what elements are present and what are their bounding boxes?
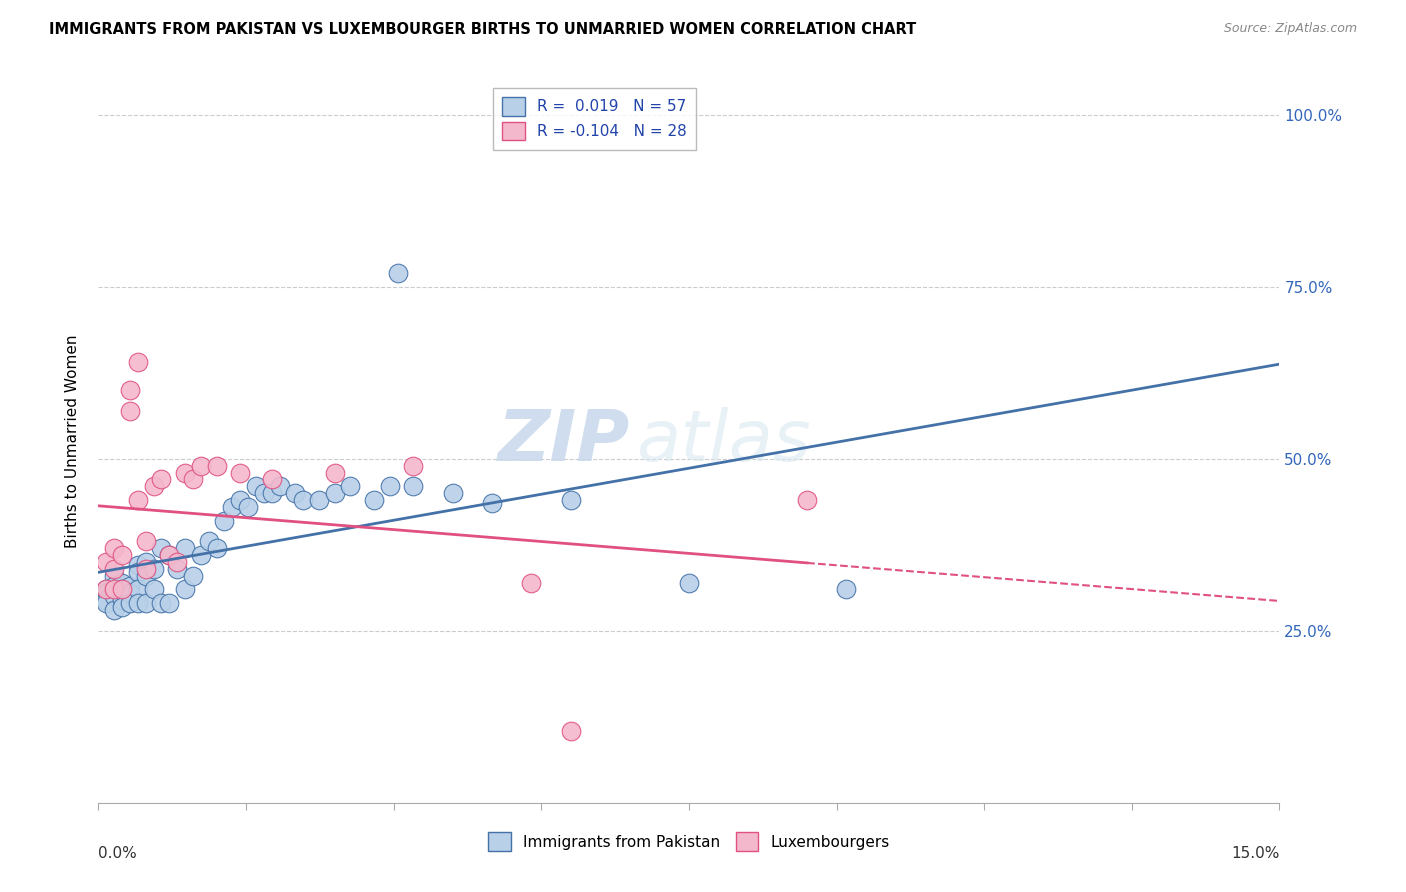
Point xyxy=(135,568,157,582)
Point xyxy=(174,466,197,480)
Point xyxy=(96,596,118,610)
Point xyxy=(174,582,197,597)
Point xyxy=(135,555,157,569)
Point xyxy=(157,548,180,562)
Point xyxy=(127,493,149,508)
Point xyxy=(205,458,228,473)
Point xyxy=(229,493,252,508)
Point xyxy=(363,493,385,508)
Point xyxy=(221,500,243,514)
Point xyxy=(323,466,346,480)
Point xyxy=(111,575,134,590)
Point xyxy=(378,479,401,493)
Point xyxy=(402,479,425,493)
Point xyxy=(560,723,582,738)
Point xyxy=(481,496,503,510)
Point xyxy=(150,472,173,486)
Point xyxy=(96,592,118,607)
Point xyxy=(520,575,543,590)
Text: Source: ZipAtlas.com: Source: ZipAtlas.com xyxy=(1223,22,1357,36)
Point xyxy=(118,403,141,417)
Point xyxy=(127,596,149,610)
Point xyxy=(214,514,236,528)
Point xyxy=(118,383,141,397)
Point xyxy=(166,562,188,576)
Point xyxy=(111,582,134,597)
Point xyxy=(387,266,409,280)
Text: ZIP: ZIP xyxy=(498,407,630,476)
Point xyxy=(157,596,180,610)
Point xyxy=(269,479,291,493)
Point xyxy=(142,582,165,597)
Point xyxy=(292,493,315,508)
Point xyxy=(150,596,173,610)
Point xyxy=(111,582,134,597)
Point xyxy=(111,548,134,562)
Point xyxy=(197,534,219,549)
Point xyxy=(190,548,212,562)
Point xyxy=(157,548,180,562)
Point xyxy=(402,458,425,473)
Point xyxy=(308,493,330,508)
Point xyxy=(181,568,204,582)
Point xyxy=(229,466,252,480)
Point xyxy=(103,579,125,593)
Legend: Immigrants from Pakistan, Luxembourgers: Immigrants from Pakistan, Luxembourgers xyxy=(479,823,898,860)
Point xyxy=(678,575,700,590)
Point xyxy=(181,472,204,486)
Point xyxy=(127,355,149,369)
Text: IMMIGRANTS FROM PAKISTAN VS LUXEMBOURGER BIRTHS TO UNMARRIED WOMEN CORRELATION C: IMMIGRANTS FROM PAKISTAN VS LUXEMBOURGER… xyxy=(49,22,917,37)
Point xyxy=(142,479,165,493)
Point xyxy=(96,582,118,597)
Text: 0.0%: 0.0% xyxy=(98,847,138,861)
Point xyxy=(253,486,276,500)
Point xyxy=(111,599,134,614)
Text: 15.0%: 15.0% xyxy=(1232,847,1279,861)
Point xyxy=(103,582,125,597)
Text: atlas: atlas xyxy=(636,407,810,476)
Point xyxy=(111,592,134,607)
Point xyxy=(205,541,228,556)
Point xyxy=(103,541,125,556)
Point xyxy=(236,500,259,514)
Point xyxy=(127,558,149,573)
Point xyxy=(150,541,173,556)
Point xyxy=(835,582,858,597)
Point xyxy=(135,534,157,549)
Point xyxy=(103,568,125,582)
Point xyxy=(166,555,188,569)
Point xyxy=(96,586,118,600)
Point xyxy=(339,479,361,493)
Point xyxy=(135,596,157,610)
Point xyxy=(103,562,125,576)
Point xyxy=(96,555,118,569)
Point xyxy=(260,486,283,500)
Point xyxy=(127,582,149,597)
Point xyxy=(103,590,125,604)
Point xyxy=(96,582,118,597)
Point xyxy=(118,579,141,593)
Point xyxy=(118,586,141,600)
Point xyxy=(103,603,125,617)
Point xyxy=(142,562,165,576)
Point xyxy=(190,458,212,473)
Point xyxy=(118,596,141,610)
Point xyxy=(260,472,283,486)
Point xyxy=(284,486,307,500)
Y-axis label: Births to Unmarried Women: Births to Unmarried Women xyxy=(65,334,80,549)
Point xyxy=(441,486,464,500)
Point xyxy=(796,493,818,508)
Point xyxy=(323,486,346,500)
Point xyxy=(135,562,157,576)
Point xyxy=(174,541,197,556)
Point xyxy=(127,566,149,580)
Point xyxy=(245,479,267,493)
Point xyxy=(560,493,582,508)
